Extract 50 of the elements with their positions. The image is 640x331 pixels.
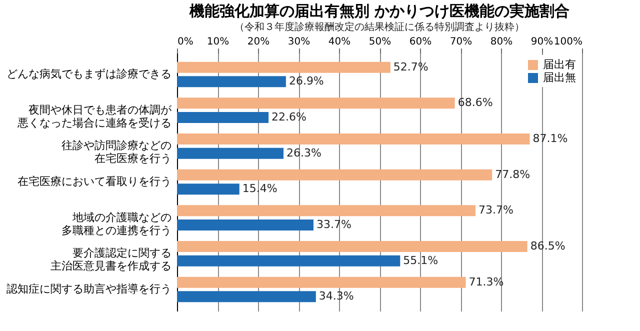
bar bbox=[177, 134, 530, 144]
data-label: 26.9% bbox=[288, 74, 324, 88]
bar bbox=[177, 76, 286, 88]
bar bbox=[177, 220, 314, 230]
legend-label: 届出無 bbox=[543, 71, 576, 84]
data-label: 87.1% bbox=[532, 132, 568, 145]
x-tick-label: 0% bbox=[178, 36, 194, 48]
data-label: 33.7% bbox=[316, 218, 352, 231]
x-tick-label: 10% bbox=[206, 36, 230, 48]
y-tick-label: 要介護認定に関する主治医意見書を作成する bbox=[50, 246, 172, 273]
bar bbox=[177, 112, 269, 123]
data-label: 34.3% bbox=[318, 290, 354, 303]
legend-label: 届出有 bbox=[543, 58, 576, 71]
bar bbox=[177, 205, 476, 216]
data-label: 52.7% bbox=[393, 60, 428, 74]
x-tick-label: 30% bbox=[288, 36, 310, 48]
data-label: 73.7% bbox=[478, 204, 514, 217]
y-tick-label: 夜間や休日でも患者の体調が悪くなった場合に連絡を受ける bbox=[16, 103, 172, 130]
y-tick-label: 地域の介護職などの多職種との連携を行う bbox=[62, 210, 172, 237]
data-label: 71.3% bbox=[468, 275, 504, 288]
chart-title: 機能強化加算の届出有無別 かかりつけ医機能の実施割合 bbox=[188, 2, 570, 20]
bar bbox=[177, 169, 492, 180]
x-tick-label: 70% bbox=[450, 36, 472, 48]
x-tick-label: 80% bbox=[490, 36, 513, 48]
x-tick-label: 20% bbox=[247, 36, 270, 48]
x-tick-label: 100% bbox=[554, 36, 582, 48]
x-tick-label: 90% bbox=[530, 36, 554, 48]
bar bbox=[177, 98, 455, 109]
y-tick-label: 往診や訪問診療などの在宅医療を行う bbox=[62, 139, 172, 166]
bar bbox=[177, 62, 390, 73]
data-label: 26.3% bbox=[286, 146, 322, 160]
x-tick-label: 60% bbox=[409, 36, 432, 48]
data-label: 77.8% bbox=[495, 168, 530, 181]
y-tick-label: 在宅医療において看取りを行う bbox=[18, 175, 172, 188]
bar bbox=[177, 291, 316, 302]
bar bbox=[177, 276, 466, 288]
data-label: 22.6% bbox=[272, 110, 306, 124]
data-label: 86.5% bbox=[530, 240, 566, 252]
y-tick-label: どんな病気でもまずは診療できる bbox=[6, 68, 172, 80]
x-tick-label: 50% bbox=[368, 36, 392, 48]
bar bbox=[177, 255, 400, 266]
bar bbox=[177, 148, 284, 159]
chart-subtitle: （令和３年度診療報酬改定の結果検証に係る特別調査より抜粋） bbox=[234, 21, 524, 33]
data-label: 55.1% bbox=[403, 254, 438, 267]
data-label: 68.6% bbox=[458, 96, 493, 110]
x-tick-label: 40% bbox=[328, 36, 351, 48]
bar bbox=[177, 184, 240, 195]
data-label: 15.4% bbox=[242, 182, 278, 196]
bar bbox=[177, 241, 528, 252]
y-tick-label: 認知症に関する助言や指導を行う bbox=[6, 282, 172, 296]
